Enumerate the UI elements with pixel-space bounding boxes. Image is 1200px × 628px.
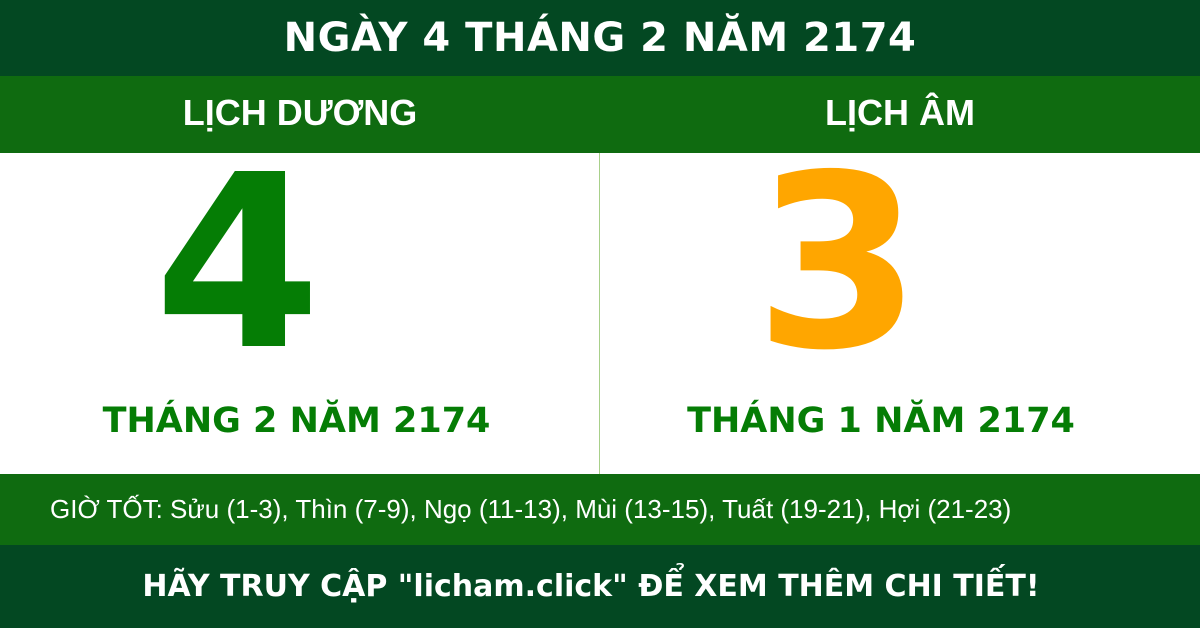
good-hours: GIỜ TỐT: Sửu (1-3), Thìn (7-9), Ngọ (11-… xyxy=(0,474,1200,545)
lunar-panel: 3 THÁNG 1 NĂM 2174 xyxy=(600,143,1200,474)
lunar-day: 3 xyxy=(754,123,922,403)
page-title: NGÀY 4 THÁNG 2 NĂM 2174 xyxy=(0,0,1200,76)
solar-calendar-label: LỊCH DƯƠNG xyxy=(182,91,418,133)
lunar-calendar-label: LỊCH ÂM xyxy=(825,91,975,133)
solar-month-year: THÁNG 2 NĂM 2174 xyxy=(102,401,491,441)
lunar-month-year: THÁNG 1 NĂM 2174 xyxy=(687,401,1075,441)
solar-day: 4 xyxy=(154,123,321,403)
footer-cta: HÃY TRUY CẬP "licham.click" ĐỂ XEM THÊM … xyxy=(0,545,1200,628)
solar-panel: 4 THÁNG 2 NĂM 2174 xyxy=(0,143,600,474)
calendar-body: 4 THÁNG 2 NĂM 2174 3 THÁNG 1 NĂM 2174 xyxy=(0,143,1200,474)
calendar-headers: LỊCH DƯƠNG LỊCH ÂM xyxy=(0,76,1200,153)
